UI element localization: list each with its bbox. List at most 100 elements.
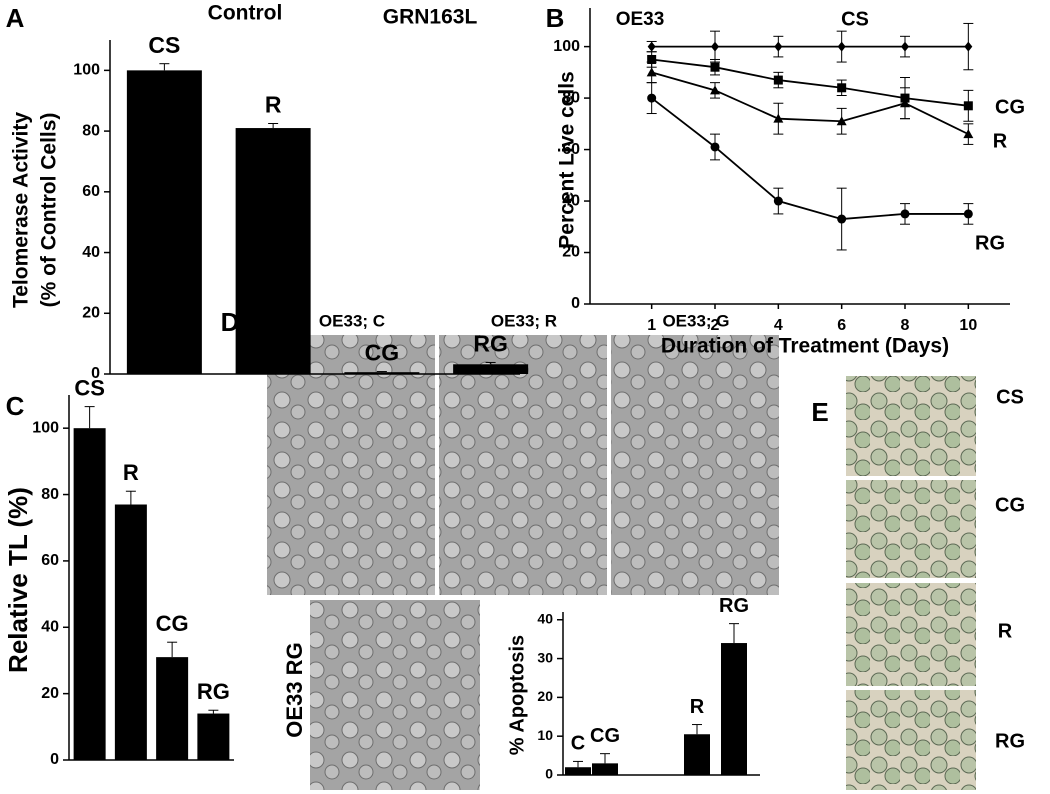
category-label: CG [365,340,400,366]
y-tick-label: 40 [82,244,100,261]
category-label: RG [719,595,749,617]
category-label: R [123,460,139,485]
marker [647,93,657,103]
marker [837,83,847,93]
y-tick-label: 20 [537,688,553,704]
series-line [651,71,969,135]
marker [647,41,656,52]
category-label: CG [590,725,620,747]
y-tick-label: 100 [73,62,100,79]
marker [900,209,910,219]
x-tick-label: 6 [837,317,846,334]
micrograph [846,480,976,578]
y-tick-label: 10 [537,727,553,743]
bar [126,70,202,374]
panel-letter: E [811,397,828,427]
marker [963,209,973,219]
y-tick-label: 60 [82,183,100,200]
bar [565,767,591,775]
series-line [651,58,969,107]
y-axis-label: % Apoptosis [506,635,528,755]
bar [114,504,147,760]
marker [837,41,846,52]
y-tick-label: 80 [82,122,100,139]
micrograph [310,600,480,790]
group-label: Control [208,2,283,25]
marker [900,98,910,108]
marker [836,116,847,126]
series-label: CS [841,8,869,30]
marker [647,54,657,64]
bar [721,643,747,775]
x-tick-label: 8 [901,317,910,334]
series-label: CG [995,96,1025,118]
image-label: OE33; R [491,311,557,330]
bar [344,372,420,374]
marker [773,196,783,206]
micrograph [267,335,435,595]
y-axis-label: Percent Live cells [556,71,579,248]
y-tick-label: 100 [32,419,59,436]
panel-letter: D [221,307,240,337]
series-label: R [993,130,1008,152]
y-tick-label: 80 [562,89,580,106]
bar [73,428,106,760]
y-tick-label: 0 [91,365,100,382]
series-label: RG [975,232,1005,254]
micrograph [846,583,976,686]
y-tick-label: 0 [545,766,553,782]
y-tick-label: 40 [41,618,59,635]
y-tick-label: 40 [537,610,553,626]
image-label: CS [996,386,1024,408]
marker [963,129,974,139]
category-label: RG [473,331,508,357]
y-tick-label: 20 [41,685,59,702]
y-tick-label: 100 [553,38,580,55]
panel-letter: C [6,391,25,421]
bar [235,128,311,374]
micrograph [846,690,976,790]
series-line [651,97,969,220]
micrograph [611,335,779,595]
marker [710,85,720,95]
y-axis-label: Relative TL (%) [3,487,33,673]
y-tick-label: 0 [571,295,580,312]
marker [773,75,783,85]
micrograph [846,376,976,476]
image-label: OE33; C [319,311,385,330]
panel-letter: B [546,3,565,33]
marker [646,67,657,77]
y-tick-label: 40 [562,192,580,209]
category-label: CS [148,32,180,58]
panel-letter: A [6,3,25,33]
marker [963,101,973,111]
y-tick-label: 20 [562,244,580,261]
marker [711,41,719,52]
group-label: GRN163L [383,6,478,29]
marker [774,41,783,52]
bar [156,657,189,760]
y-tick-label: 60 [562,141,580,158]
y-tick-label: 60 [41,552,59,569]
category-label: R [265,92,282,118]
image-label: OE33 RG [282,642,307,737]
x-tick-label: 10 [959,317,977,334]
marker [964,41,973,52]
category-label: CG [156,611,189,636]
bar [197,713,230,760]
bar [684,734,710,775]
category-label: R [690,696,705,718]
y-tick-label: 0 [50,751,59,768]
image-label: OE33; G [662,311,729,330]
marker [901,41,909,52]
image-label: CG [995,494,1025,516]
marker [710,62,720,72]
marker [773,113,784,123]
image-label: R [998,620,1013,642]
marker [710,142,720,152]
bar [592,763,618,775]
y-axis-label: Telomerase Activity [10,112,33,308]
x-tick-label: 1 [647,317,656,334]
